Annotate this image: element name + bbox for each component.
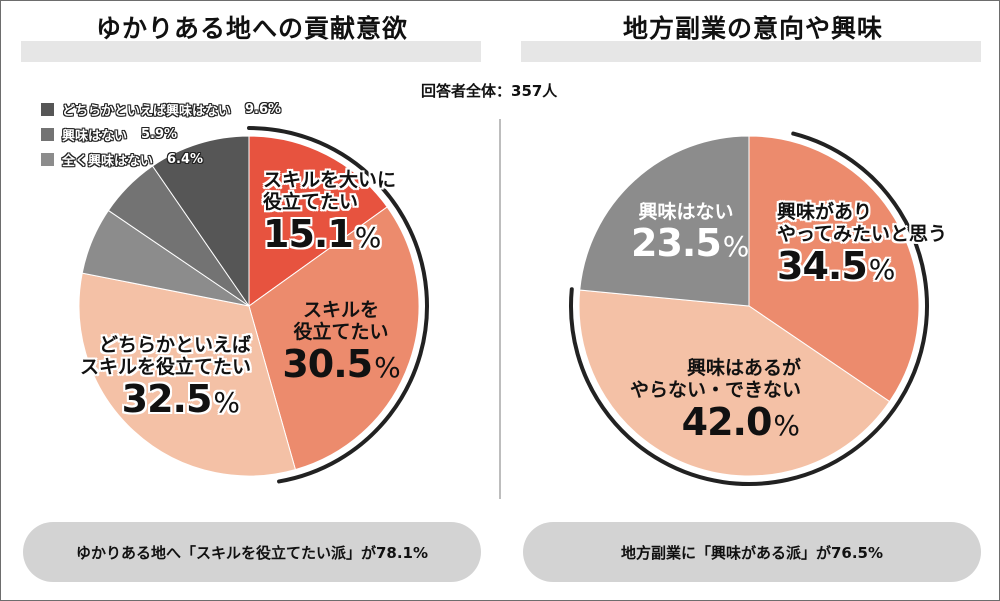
slice-label-text: 興味があり bbox=[777, 201, 873, 223]
left-pie-slice-5 bbox=[151, 135, 250, 308]
slice-label-skill-greatly: スキルを大いに 役立てたい 15.1% bbox=[263, 169, 396, 256]
legend-swatch bbox=[41, 128, 54, 141]
left-summary: ゆかりある地へ「スキルを役立てたい派」が78.1% bbox=[23, 522, 481, 582]
slice-label-text: スキルを役立てたい bbox=[79, 356, 251, 379]
legend-value: 9.6% bbox=[245, 102, 282, 117]
slice-label-text: 役立てたい bbox=[293, 321, 389, 344]
legend-swatch bbox=[41, 153, 54, 166]
slice-label-text: 興味はない bbox=[638, 201, 734, 223]
slice-label-somewhat-skill: どちらかといえば スキルを役立てたい 32.5% bbox=[51, 334, 251, 421]
slice-label-text: やってみたいと思う bbox=[777, 223, 948, 246]
legend-item: 興味はない 5.9% bbox=[41, 122, 281, 147]
panel-divider bbox=[499, 119, 501, 499]
left-highlight-arc bbox=[247, 126, 429, 484]
respondent-count: 回答者全体：357人 bbox=[421, 82, 558, 100]
legend-value: 5.9% bbox=[141, 127, 178, 142]
left-pie-slice-1 bbox=[248, 206, 420, 471]
right-title-bar bbox=[521, 41, 981, 62]
slice-label-text: やらない・できない bbox=[629, 379, 801, 402]
left-pie-slice-0 bbox=[248, 135, 388, 307]
legend-label: 全く興味はない bbox=[62, 154, 154, 169]
right-pie-slice-1 bbox=[578, 289, 891, 477]
slice-label-not-interested: 興味はない 23.5% bbox=[631, 201, 749, 266]
legend-label: どちらかといえば興味はない bbox=[62, 104, 232, 119]
legend-item: 全く興味はない 6.4% bbox=[41, 147, 281, 172]
slice-label-text: スキルを bbox=[302, 299, 379, 321]
legend-item: どちらかといえば興味はない 9.6% bbox=[41, 97, 281, 122]
right-summary: 地方副業に「興味がある派」が76.5% bbox=[523, 522, 981, 582]
left-title-bar bbox=[21, 41, 481, 62]
slice-label-skill: スキルを 役立てたい 30.5% bbox=[281, 299, 401, 386]
legend-label: 興味はない bbox=[62, 129, 128, 144]
legend-swatch bbox=[41, 103, 54, 116]
slice-label-value: 23.5% bbox=[631, 221, 749, 266]
right-pie-slice-2 bbox=[579, 135, 750, 307]
slice-label-text: 興味はあるが bbox=[686, 357, 801, 379]
right-highlight-arc bbox=[569, 131, 929, 486]
slice-label-value: 30.5% bbox=[282, 341, 400, 386]
slice-label-want-to-try: 興味があり やってみたいと思う 34.5% bbox=[777, 201, 947, 288]
slice-label-value: 32.5% bbox=[121, 376, 240, 421]
legend-value: 6.4% bbox=[167, 152, 204, 167]
slice-label-value: 15.1% bbox=[263, 211, 381, 256]
left-chart-title: ゆかりある地への貢献意欲 bbox=[96, 14, 409, 43]
left-pie-slice-2 bbox=[78, 272, 297, 477]
slice-label-text: 役立てたい bbox=[263, 191, 359, 214]
right-chart-title: 地方副業の意向や興味 bbox=[623, 14, 884, 43]
right-pie-slice-0 bbox=[748, 135, 920, 403]
left-legend: どちらかといえば興味はない 9.6% 興味はない 5.9% 全く興味はない 6.… bbox=[41, 97, 281, 172]
slice-label-value: 34.5% bbox=[777, 243, 895, 288]
slice-label-value: 42.0% bbox=[681, 399, 800, 444]
slice-label-text: スキルを大いに bbox=[263, 169, 397, 191]
slice-label-text: どちらかといえば bbox=[98, 334, 251, 356]
slice-label-interested-cannot: 興味はあるが やらない・できない 42.0% bbox=[601, 357, 801, 444]
